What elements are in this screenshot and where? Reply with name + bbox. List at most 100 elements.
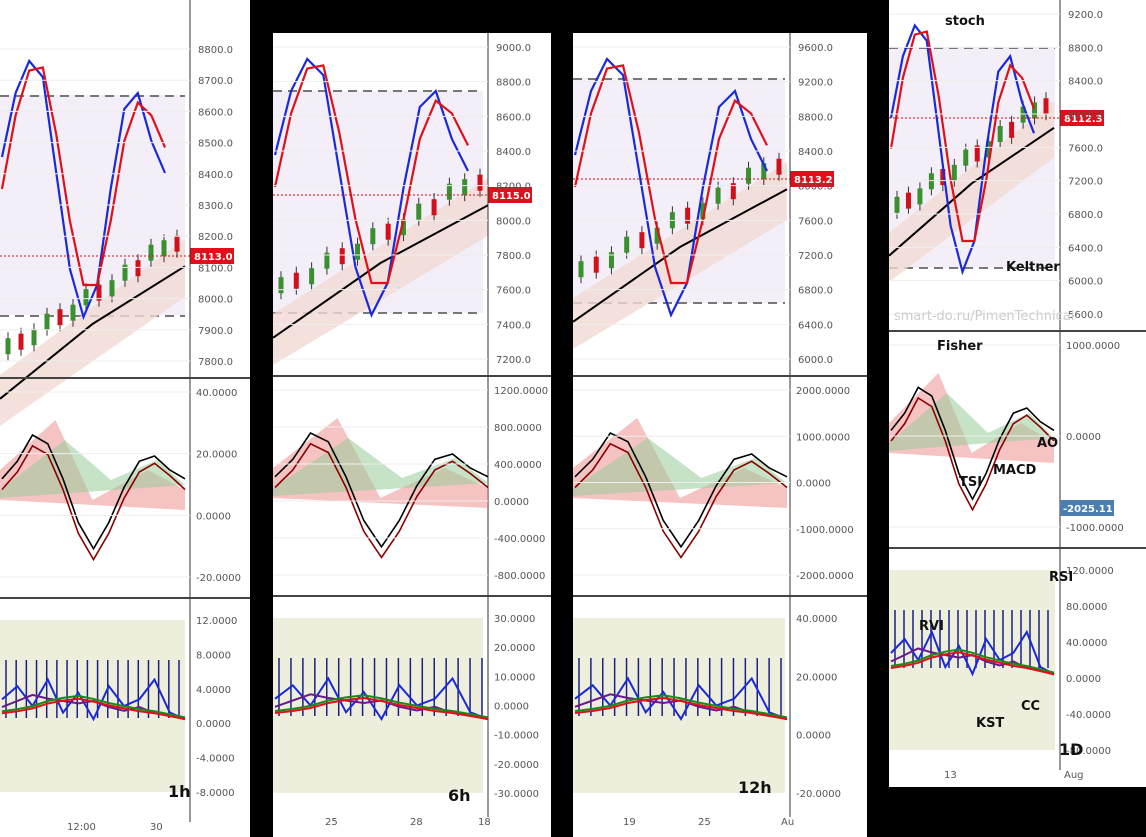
tf1-momentum-zone [273,618,483,793]
tf3-stoch-d [889,30,1036,243]
tf2-candle [776,158,782,175]
tf3-momentum-tick: 80.0000 [1066,602,1107,613]
tf1-candle [355,243,361,260]
tf1-candle [370,228,376,245]
tf2-macd [574,442,788,559]
tf1-candle [431,199,437,216]
tf0-candle [109,280,115,297]
tf3-candle [928,173,934,190]
tf0-candle [31,329,37,346]
chart-1d-svg: 8112.3 9200.0 8800.0 8400.0 8000.0 7600.0 7200… [889,0,1146,781]
tf2-osc-tick: -2000.0000 [796,571,854,582]
tf0-osc-tick: 20.0000 [196,450,237,461]
tf1-timeframe: 6h [448,786,471,805]
tf3-candle [1032,102,1038,119]
tf3-x-label: Aug [1064,770,1084,781]
tf3-price-tick: 6000.0 [1068,277,1103,288]
tf2-price-tick: 6000.0 [798,355,833,366]
tf3-annotation-cc: CC [1021,699,1040,714]
tf3-osc-last: -2025.11 [1063,504,1113,515]
tf3-candle [940,169,946,186]
tf0-candle [44,313,50,330]
tf0-x-label: 30 [150,822,163,833]
tf2-candle [639,232,645,249]
tf1-momentum-tick: 10.0000 [494,672,535,683]
tf3-candle [951,164,957,181]
tf3-osc-tick: -1000.0000 [1066,523,1124,534]
tf2-momentum-tick: -20.0000 [796,789,841,800]
tf0-last-price: 8113.0 [194,252,233,263]
tf1-price-tick: 8800.0 [496,78,531,89]
tf0-osc-tick: -20.0000 [196,573,241,584]
tf2-candle [654,227,660,244]
tf2-stoch-k [573,57,768,318]
tf2-candle [761,163,767,180]
tf0-momentum-zone [0,620,185,792]
tf2-price-tick: 6800.0 [798,286,833,297]
tf3-annotation-stoch: stoch [945,14,985,29]
tf3-candle [974,145,980,162]
tf0-osc-tick: 40.0000 [196,388,237,399]
chart-6h-svg: 8115.0 9000.0 8800.0 8600.0 8400.0 8200.0 8000… [273,33,551,828]
tf1-x-label: 18 [478,817,491,828]
tf2-candle [700,203,706,220]
tf1-price-tick: 7800.0 [496,251,531,262]
tf1-kst [274,694,489,719]
tf0-momentum-tick: 8.0000 [196,650,231,661]
tf2-price-tick: 9200.0 [798,78,833,89]
chart-1h-svg: 8113.0 8800.0 8700.0 8600.0 8500.0 8400.0 8300… [0,0,250,833]
tf2-momentum-tick: 0.0000 [796,731,831,742]
tf1-candle [309,268,315,285]
chart-12h: 8113.2 9600.0 9200.0 8800.0 8400.0 8000.0 7600… [573,33,867,837]
tf0-momentum-tick: 0.0000 [196,719,231,730]
tf2-osc-tick: -1000.0000 [796,525,854,536]
tf3-candle [894,196,900,213]
tf1-price-tick: 8200.0 [496,182,531,193]
tf2-last-price: 8113.2 [794,175,833,186]
tf3-price-tick: 8800.0 [1068,43,1103,54]
tf3-momentum-tick: -80.0000 [1066,746,1111,757]
tf3-price-tick: 7200.0 [1068,177,1103,188]
chart-1d: 8112.3 9200.0 8800.0 8400.0 8000.0 7600.0 7200… [889,0,1146,787]
tf0-channel-mid [0,265,186,400]
chart-6h: 8115.0 9000.0 8800.0 8600.0 8400.0 8200.0 8000… [273,33,551,837]
tf2-price-tick: 7600.0 [798,216,833,227]
tf3-annotation-rsi: RSI [1049,570,1073,585]
tf2-momentum-zone [573,618,785,793]
tf0-x-label: 12:00 [67,822,96,833]
tf0-candle [70,304,76,321]
tf2-candle [746,167,752,184]
tf1-candle [400,219,406,236]
tf2-price-tick: 6400.0 [798,320,833,331]
tf3-candle [1020,106,1026,123]
tf3-price-tick: 6800.0 [1068,210,1103,221]
tf3-osc-tick: 0.0000 [1066,432,1101,443]
tf2-candle [593,256,599,273]
tf2-tsi [574,431,788,549]
tf2-x-label: 25 [698,817,711,828]
tf0-momentum-tick: 4.0000 [196,685,231,696]
tf1-osc-tick: 800.0000 [494,423,542,434]
tf3-candle [905,192,911,209]
tf3-last-price: 8112.3 [1064,114,1103,125]
tf3-momentum-tick: -40.0000 [1066,710,1111,721]
tf0-price-tick: 8400.0 [198,170,233,181]
tf0-price-tick: 8200.0 [198,232,233,243]
tf1-momentum-tick: 0.0000 [494,702,529,713]
tf2-channel-mid [573,188,788,323]
tf1-candle [416,203,422,220]
tf2-cc [574,696,788,720]
tf2-candle [624,236,630,253]
tf1-x-label: 28 [410,817,423,828]
tf0-momentum-tick: -4.0000 [196,754,235,765]
tf0-price-tick: 7900.0 [198,326,233,337]
tf2-momentum-tick: 40.0000 [796,614,837,625]
tf2-candle [685,207,691,224]
tf3-annotation-tsi: TSI [959,475,982,490]
tf0-price-tick: 8300.0 [198,201,233,212]
tf3-price-tick: 9200.0 [1068,10,1103,21]
tf1-osc-tick: -800.0000 [494,571,545,582]
tf2-stoch-d [573,64,768,285]
tf1-price-tick: 7600.0 [496,286,531,297]
tf3-candle [1043,98,1049,115]
